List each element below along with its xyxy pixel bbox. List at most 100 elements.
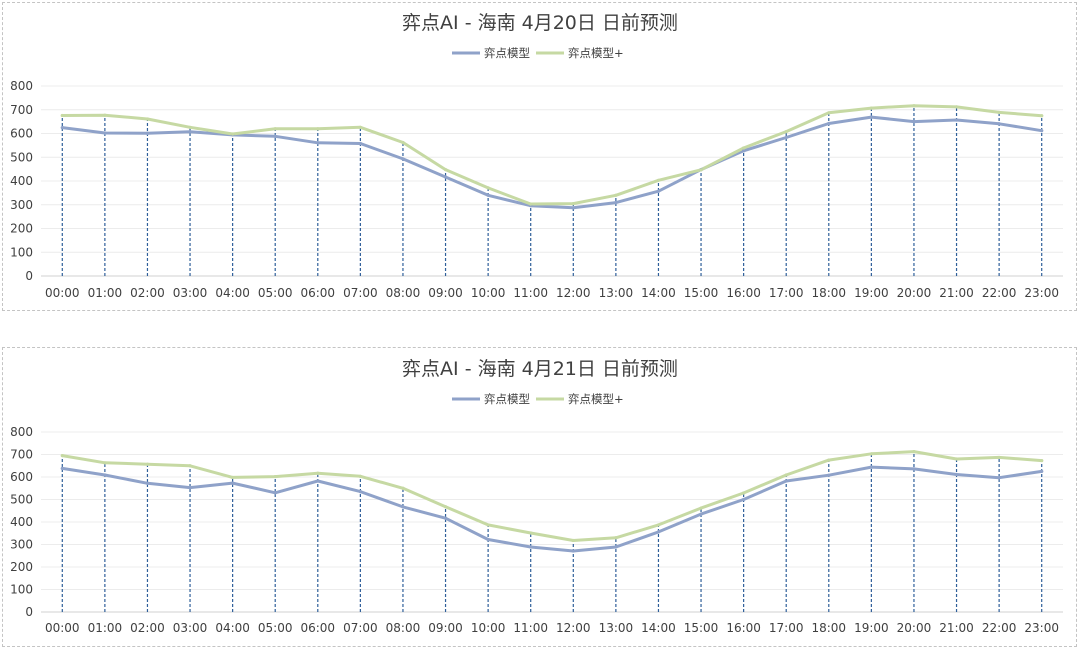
data-point-s1	[529, 531, 533, 535]
data-point-s1	[954, 105, 959, 109]
data-point-s0	[742, 497, 746, 502]
x-tick-label: 16:00	[726, 286, 761, 300]
x-tick-label: 13:00	[599, 286, 634, 300]
x-tick-label: 19:00	[854, 286, 889, 300]
data-point-s0	[60, 466, 64, 471]
data-point-s1	[401, 140, 405, 145]
data-point-s1	[614, 193, 618, 197]
x-tick-label: 12:00	[556, 621, 591, 635]
data-point-s1	[742, 491, 746, 495]
x-tick-label: 04:00	[215, 621, 250, 635]
y-tick-label: 700	[10, 448, 33, 462]
x-tick-label: 14:00	[641, 286, 676, 300]
data-point-s1	[997, 455, 1001, 460]
data-point-s0	[401, 505, 405, 509]
x-tick-label: 09:00	[428, 621, 463, 635]
legend-label-0: 弈点模型	[484, 392, 530, 406]
data-point-s0	[60, 125, 64, 130]
x-tick-label: 21:00	[939, 621, 974, 635]
data-point-s0	[486, 193, 490, 197]
data-point-s1	[443, 505, 448, 509]
x-tick-label: 03:00	[173, 286, 208, 300]
data-point-s1	[571, 538, 575, 543]
data-point-s1	[60, 454, 64, 458]
y-tick-label: 200	[10, 560, 33, 574]
x-tick-label: 12:00	[556, 286, 591, 300]
y-tick-label: 400	[10, 515, 33, 529]
legend-label-1: 弈点模型+	[568, 392, 624, 406]
data-point-s1	[231, 132, 235, 136]
data-point-s1	[443, 168, 448, 172]
y-tick-label: 0	[25, 605, 33, 619]
x-tick-label: 01:00	[88, 621, 123, 635]
data-point-s1	[912, 449, 916, 454]
data-point-s0	[145, 131, 150, 135]
data-point-s0	[614, 545, 618, 549]
data-point-s1	[316, 471, 320, 475]
y-tick-label: 500	[10, 493, 33, 507]
data-point-s1	[358, 125, 362, 129]
data-point-s1	[188, 125, 192, 129]
y-tick-label: 500	[10, 150, 33, 164]
series-line-1	[60, 104, 1044, 206]
data-point-s0	[954, 472, 959, 477]
data-point-s0	[231, 481, 235, 485]
data-point-s0	[145, 481, 150, 485]
x-tick-label: 15:00	[684, 286, 719, 300]
data-point-s1	[869, 452, 873, 456]
x-tick-label: 02:00	[130, 286, 165, 300]
y-tick-label: 800	[10, 79, 33, 93]
x-tick-label: 20:00	[897, 286, 932, 300]
data-point-s1	[486, 523, 490, 527]
legend-label-1: 弈点模型+	[568, 46, 624, 60]
x-tick-label: 23:00	[1024, 621, 1059, 635]
x-tick-label: 06:00	[300, 621, 335, 635]
series-line-1	[60, 450, 1044, 542]
series-line-0	[60, 465, 1044, 553]
x-tick-label: 08:00	[386, 621, 421, 635]
data-point-s1	[784, 130, 788, 134]
data-point-s0	[358, 490, 362, 494]
x-tick-label: 23:00	[1024, 286, 1059, 300]
data-point-s1	[571, 201, 575, 206]
data-point-s0	[869, 465, 873, 469]
data-point-s1	[145, 117, 150, 121]
data-point-s1	[699, 168, 703, 172]
data-point-s1	[827, 458, 831, 462]
data-point-s1	[231, 475, 235, 480]
data-point-s0	[273, 134, 277, 138]
data-point-s0	[784, 135, 788, 140]
chart-panel-0421	[2, 347, 1077, 647]
data-point-s0	[103, 131, 107, 135]
data-point-s0	[571, 549, 575, 553]
data-point-s1	[145, 462, 150, 466]
data-point-s0	[358, 141, 362, 146]
data-point-s0	[827, 473, 831, 477]
x-tick-label: 04:00	[215, 286, 250, 300]
data-point-s0	[529, 545, 533, 549]
data-point-s1	[358, 474, 362, 478]
chart-title: 弈点AI - 海南 4月20日 日前预测	[402, 12, 678, 34]
data-point-s0	[1040, 129, 1044, 133]
data-point-s0	[614, 201, 618, 205]
data-point-s0	[997, 476, 1001, 480]
data-point-s1	[614, 536, 618, 540]
data-point-s0	[571, 206, 575, 210]
x-tick-label: 01:00	[88, 286, 123, 300]
data-point-s1	[316, 127, 320, 131]
y-tick-label: 200	[10, 222, 33, 236]
x-tick-label: 11:00	[513, 286, 548, 300]
x-tick-label: 06:00	[300, 286, 335, 300]
data-point-s0	[443, 175, 448, 179]
x-tick-label: 19:00	[854, 621, 889, 635]
x-tick-label: 17:00	[769, 621, 804, 635]
data-point-s0	[997, 122, 1001, 126]
data-point-s1	[656, 523, 661, 527]
data-point-s1	[273, 127, 277, 131]
y-tick-label: 400	[10, 174, 33, 188]
y-tick-label: 600	[10, 127, 33, 141]
x-tick-label: 07:00	[343, 621, 378, 635]
x-tick-label: 13:00	[599, 621, 634, 635]
x-tick-label: 00:00	[45, 286, 80, 300]
x-tick-label: 05:00	[258, 286, 293, 300]
